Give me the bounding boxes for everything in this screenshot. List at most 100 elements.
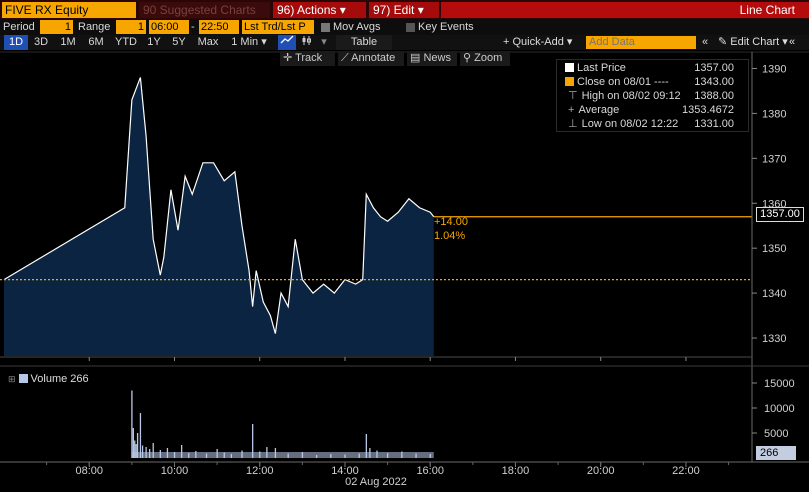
range-input[interactable]: 1 [116,20,146,34]
command-bar: FIVE RX Equity 90 Suggested Charts 96) A… [0,0,809,19]
suggested-charts-button[interactable]: 90 Suggested Charts [139,2,270,18]
chart-legend: Last Price 1357.00 Close on 08/01 ---- 1… [556,59,749,132]
quick-add-button[interactable]: + Quick-Add ▾ [503,36,573,48]
range-1m[interactable]: 1M [60,36,76,48]
zoom-button[interactable]: ⚲ Zoom [460,51,510,66]
mov-avgs-label: Mov Avgs [333,21,381,33]
legend-high: ⊤ High on 08/02 09:12 [568,90,681,102]
legend-low: ⊥ Low on 08/02 12:22 [568,118,679,130]
annotate-button[interactable]: ⟋ Annotate [338,51,404,66]
x-tick-label: 18:00 [502,465,530,477]
x-tick-label: 10:00 [161,465,189,477]
edit-chart-button[interactable]: ✎ Edit Chart ▾ [718,36,788,48]
average-marker-icon: + [568,104,575,116]
legend-average-value: 1353.4672 [682,104,734,116]
range-1y[interactable]: 1Y [147,36,161,48]
volume-bar [180,445,183,458]
volume-y-tick-label: 15000 [764,378,795,390]
chart-style-dropdown-icon[interactable]: ▾ [321,36,327,48]
range-6m[interactable]: 6M [88,36,104,48]
price-y-tick-label: 1330 [762,333,786,345]
volume-bar [365,434,367,458]
price-y-tick-label: 1370 [762,153,786,165]
volume-bar [152,443,154,458]
volume-bar [252,424,254,458]
period-controls: Period 1 Range 1 06:00 - 22:50 Lst Trd/L… [0,19,809,35]
volume-bar [134,440,136,458]
price-y-tick-label: 1380 [762,108,786,120]
price-y-tick-label: 1390 [762,63,786,75]
range-ytd[interactable]: YTD [115,36,137,48]
high-marker-icon: ⊤ [568,90,578,102]
x-tick-label: 20:00 [587,465,615,477]
collapse-left-icon[interactable]: « [702,36,709,48]
legend-last-price[interactable]: Last Price [565,61,626,75]
range-5y[interactable]: 5Y [172,36,186,48]
add-data-input[interactable] [586,36,696,49]
volume-swatch-icon [18,374,28,383]
legend-close-value: 1343.00 [694,76,734,88]
period-label: Period [3,21,35,33]
candle-icon[interactable] [298,35,316,50]
key-events-label: Key Events [418,21,474,33]
legend-average: + Average [568,104,620,116]
x-tick-label: 12:00 [246,465,274,477]
white-swatch-icon [565,63,574,72]
volume-tag: 266 [756,446,796,460]
frequency-select[interactable]: 1 Min ▾ [231,36,267,48]
security-field[interactable]: FIVE RX Equity [2,2,136,18]
low-marker-icon: ⊥ [568,118,578,130]
volume-legend: ⊞ Volume 266 [8,373,89,385]
range-label: Range [78,21,111,33]
last-price-tag: 1357.00 [756,207,804,222]
key-events-checkbox[interactable] [406,23,415,32]
legend-close[interactable]: Close on 08/01 ---- [565,75,669,89]
change-absolute: +14.00 [434,216,468,228]
range-toolbar: 1D 3D 1M 6M YTD 1Y 5Y Max 1 Min ▾ ▾ Tabl… [0,35,809,50]
x-tick-label: 14:00 [331,465,359,477]
chart-tools: ✛ Track ⟋ Annotate ▤ News ⚲ Zoom [280,51,510,66]
volume-y-tick-label: 10000 [764,403,795,415]
legend-low-value: 1331.00 [694,118,734,130]
news-button[interactable]: ▤ News [407,51,457,66]
end-time-input[interactable]: 22:50 [199,20,239,34]
volume-baseline [131,452,434,458]
expand-icon: ⊞ [8,374,16,384]
price-area [4,77,434,357]
price-y-tick-label: 1340 [762,288,786,300]
volume-bar [141,445,144,458]
volume-pane [131,390,434,458]
period-input[interactable]: 1 [40,20,73,34]
x-tick-label: 16:00 [416,465,444,477]
actions-menu-button[interactable]: 96) Actions ▾ [273,2,366,18]
edit-menu-button[interactable]: 97) Edit ▾ [369,2,439,18]
x-tick-label: 22:00 [672,465,700,477]
volume-bar [139,413,142,458]
price-pane [0,77,752,357]
price-mode-select[interactable]: Lst Trd/Lst P [242,20,314,34]
orange-swatch-icon [565,77,574,86]
volume-y-tick-label: 5000 [764,428,788,440]
volume-bar [135,444,137,458]
price-line [3,77,435,334]
change-percent: 1.04% [434,230,466,242]
legend-high-value: 1388.00 [694,90,734,102]
time-dash: - [191,21,195,33]
chart-type-title: Line Chart [441,2,809,18]
volume-bar [131,390,133,458]
collapse-right-icon[interactable]: « [789,36,796,48]
table-button[interactable]: Table [336,35,392,50]
price-y-tick-label: 1350 [762,243,786,255]
x-tick-label: 08:00 [75,465,103,477]
range-max[interactable]: Max [197,36,219,48]
date-label: 02 Aug 2022 [345,476,407,488]
start-time-input[interactable]: 06:00 [149,20,189,34]
track-button[interactable]: ✛ Track [280,51,335,66]
axes: 1330134013501360137013801390500010000150… [0,51,809,477]
line-chart-icon[interactable] [278,35,296,50]
mov-avgs-checkbox[interactable] [321,23,330,32]
range-1d[interactable]: 1D [4,35,28,50]
range-3d[interactable]: 3D [33,36,49,48]
volume-bar [132,428,134,458]
